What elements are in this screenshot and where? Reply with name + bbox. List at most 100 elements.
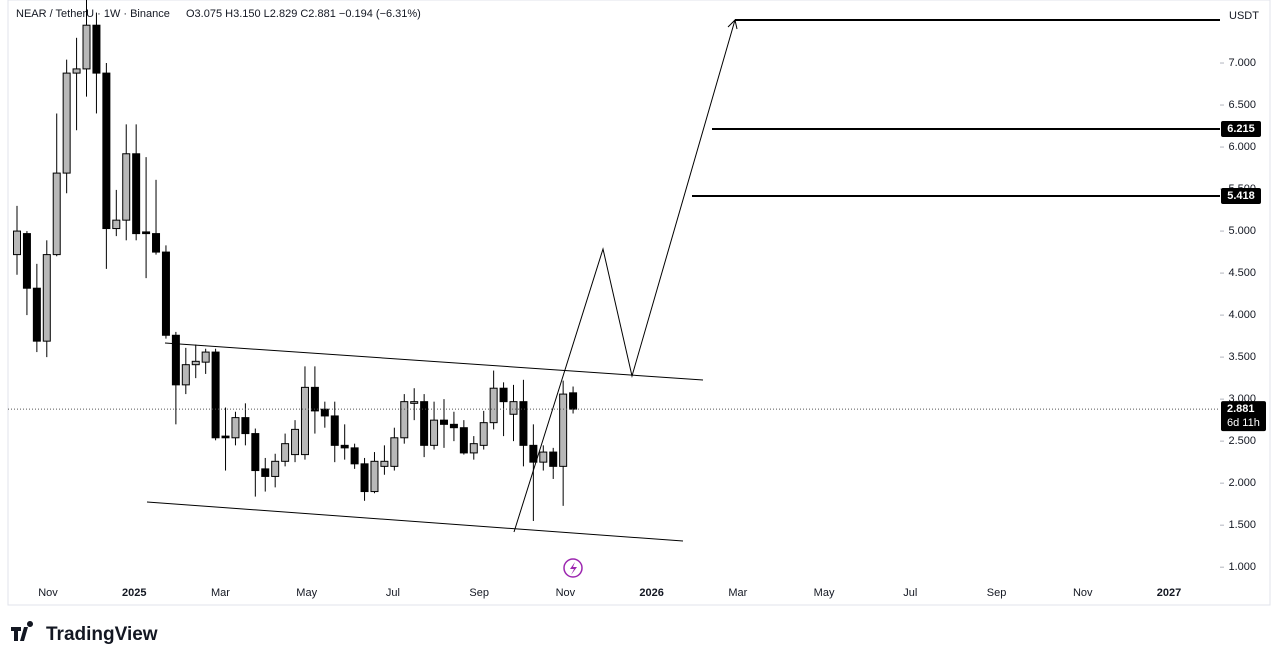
event-icon xyxy=(563,558,583,578)
candle-body xyxy=(549,451,558,467)
plot-area xyxy=(13,0,1220,542)
candle-body xyxy=(72,68,81,74)
price-level-label: 5.418 xyxy=(1227,190,1255,202)
candle-body xyxy=(241,417,250,435)
price-level-label: 6.215 xyxy=(1227,123,1255,135)
candle-body xyxy=(569,392,578,410)
candle-body xyxy=(340,444,349,449)
y-tick-label: 2.500 xyxy=(1228,435,1256,447)
candle-body xyxy=(310,386,319,412)
candle-body xyxy=(42,254,51,342)
candle-body xyxy=(221,435,230,439)
candle-body xyxy=(171,334,180,386)
candle-body xyxy=(231,417,240,439)
candle-body xyxy=(161,251,170,336)
candle-body xyxy=(400,401,409,439)
brand-name: TradingView xyxy=(46,624,158,645)
x-tick-label: Nov xyxy=(556,587,576,599)
y-tick-label: 1.500 xyxy=(1228,519,1256,531)
candle-body xyxy=(102,72,111,230)
candle-body xyxy=(360,463,369,493)
candle-body xyxy=(152,233,161,253)
brand-logo xyxy=(11,620,34,641)
x-tick-label: Jul xyxy=(386,587,400,599)
candle-body xyxy=(291,428,300,456)
candle-body xyxy=(132,153,141,235)
candle-body xyxy=(112,219,121,230)
candle-body xyxy=(122,153,131,221)
candle-body xyxy=(191,360,200,366)
candle-body xyxy=(559,393,568,467)
candle-body xyxy=(420,401,429,446)
y-tick-label: 6.000 xyxy=(1228,141,1256,153)
candle-body xyxy=(499,387,508,403)
y-tick-label: 4.500 xyxy=(1228,267,1256,279)
y-tick-label: 7.000 xyxy=(1228,57,1256,69)
x-tick-label: 2026 xyxy=(639,587,663,599)
x-tick-label: Mar xyxy=(728,587,747,599)
candle-body xyxy=(251,433,260,472)
chart-panel xyxy=(7,0,1271,606)
candle-body xyxy=(13,230,21,256)
candle-body xyxy=(300,386,309,456)
candle-body xyxy=(201,351,210,363)
last-price-label: 2.881 xyxy=(1227,403,1255,415)
candle-body xyxy=(271,460,280,477)
countdown-label: 6d 11h xyxy=(1227,417,1260,429)
candle-body xyxy=(261,468,270,477)
candle-body xyxy=(330,415,339,446)
y-tick-label: 5.000 xyxy=(1228,225,1256,237)
event-icon-bolt xyxy=(570,562,577,575)
symbol-title: NEAR / TetherU · 1W · Binance xyxy=(16,8,170,20)
x-tick-label: Mar xyxy=(211,587,230,599)
x-tick-label: May xyxy=(296,587,317,599)
candle-body xyxy=(449,423,458,429)
candle-body xyxy=(370,460,379,493)
x-tick-label: 2027 xyxy=(1157,587,1181,599)
candle-body xyxy=(62,72,71,174)
candle-body xyxy=(22,233,31,289)
candle-body xyxy=(52,172,61,256)
candle-body xyxy=(320,408,329,417)
y-tick-label: 1.000 xyxy=(1228,561,1256,573)
channel-top xyxy=(164,342,704,381)
candle-body xyxy=(82,24,91,70)
candle-body xyxy=(410,401,419,404)
x-tick-label: Nov xyxy=(1073,587,1093,599)
x-tick-label: Sep xyxy=(987,587,1007,599)
candle-body xyxy=(350,447,359,465)
candle-body xyxy=(539,451,548,463)
candle-body xyxy=(281,443,290,462)
x-tick-label: Jul xyxy=(903,587,917,599)
price-level-tag xyxy=(1221,120,1261,137)
x-tick-label: 2025 xyxy=(122,587,146,599)
candle-body xyxy=(211,351,220,439)
y-tick-label: 6.500 xyxy=(1228,99,1256,111)
channel-bottom xyxy=(146,501,684,542)
x-tick-label: May xyxy=(814,587,835,599)
currency-label: USDT xyxy=(1229,10,1259,22)
price-level-tag xyxy=(1221,187,1261,204)
last-price-tag xyxy=(1221,401,1266,432)
candle-body xyxy=(529,444,538,463)
candle-body xyxy=(509,401,518,415)
y-tick-label: 4.000 xyxy=(1228,309,1256,321)
candle-body xyxy=(439,419,448,425)
candle-body xyxy=(181,364,190,386)
candle-body xyxy=(519,401,528,446)
candle-body xyxy=(92,24,101,74)
candle-body xyxy=(479,422,488,446)
candle-body xyxy=(32,287,41,342)
projection-path xyxy=(513,19,736,533)
x-tick-label: Nov xyxy=(38,587,58,599)
candle-body xyxy=(459,427,468,454)
candle-body xyxy=(469,443,478,454)
candle-body xyxy=(390,437,399,467)
ohlc-text: O3.075 H3.150 L2.829 C2.881 −0.194 (−6.3… xyxy=(186,8,421,20)
candle-body xyxy=(380,460,389,467)
y-tick-label: 3.500 xyxy=(1228,351,1256,363)
y-tick-label: 2.000 xyxy=(1228,477,1256,489)
x-tick-label: Sep xyxy=(469,587,489,599)
candle-body xyxy=(430,419,439,446)
